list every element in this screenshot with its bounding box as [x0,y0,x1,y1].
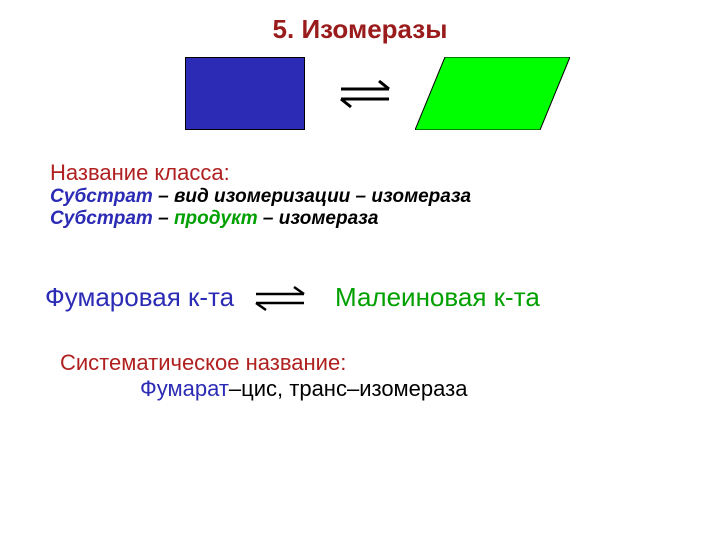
naming-pattern-line: Субстрат – продукт – изомераза [50,208,670,230]
equilibrium-arrows-icon [250,282,310,316]
systematic-name-value: Фумарат–цис, транс–изомераза [60,376,660,402]
naming-pattern-line: Субстрат – вид изомеризации – изомераза [50,186,670,208]
naming-patterns: Субстрат – вид изомеризации – изомеразаС… [50,186,670,230]
substrate-rectangle [185,57,305,130]
pattern-fragment: Субстрат [50,186,153,207]
pattern-fragment: Субстрат [50,208,153,229]
pattern-fragment: – [153,208,174,229]
systematic-name-heading: Систематическое название: [60,350,660,376]
pattern-fragment: вид изомеризации [174,186,350,207]
pattern-fragment: – [350,186,371,207]
product-parallelogram-poly [415,57,570,130]
page-title: 5. Изомеразы [0,14,720,45]
pattern-fragment: изомераза [371,186,471,207]
slide: 5. Изомеразы Название класса: Субстрат –… [0,0,720,540]
pattern-fragment: – [258,208,279,229]
pattern-fragment: изомераза [279,208,379,229]
systematic-name-block: Систематическое название: Фумарат–цис, т… [60,350,660,402]
class-name-heading: Название класса: [50,160,670,186]
reaction-substrate: Фумаровая к-та [45,282,234,313]
reaction-product: Малеиновая к-та [335,282,540,313]
equilibrium-arrows-icon [335,75,395,115]
reaction-row: Фумаровая к-та Малеиновая к-та [45,282,685,322]
systematic-name-fragment: –цис, транс–изомераза [229,376,468,401]
systematic-name-fragment: Фумарат [140,376,229,401]
pattern-fragment: – [153,186,174,207]
pattern-fragment: продукт [174,208,258,229]
class-name-block: Название класса: Субстрат – вид изомериз… [50,160,670,230]
product-parallelogram [415,57,570,130]
